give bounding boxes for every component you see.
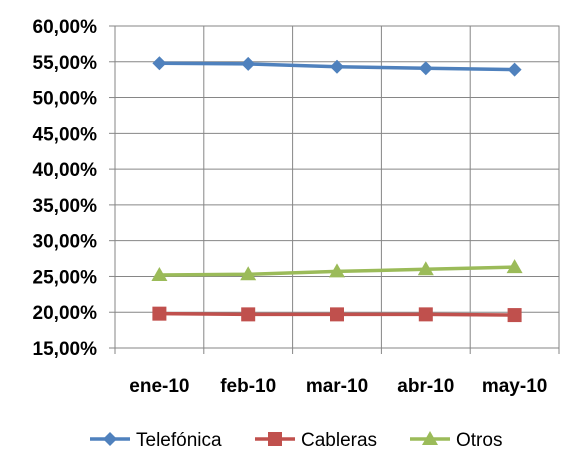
legend-label: Otros (456, 430, 502, 451)
legend-item-telefonica: Telefónica (90, 430, 222, 451)
y-tick-label: 40,00% (33, 160, 98, 181)
y-tick-label: 20,00% (33, 303, 98, 324)
data-point-telefonica (507, 62, 522, 77)
data-point-telefonica (152, 56, 167, 71)
y-tick-label: 50,00% (33, 89, 98, 110)
data-point-otros (240, 266, 257, 281)
x-axis: ene-10 feb-10 mar-10 abr-10 may-10 (114, 348, 560, 397)
series-cableras (152, 306, 522, 323)
plot-area (114, 25, 560, 349)
data-point-otros (329, 263, 345, 278)
series-telefonica (152, 56, 522, 77)
data-point-otros (417, 261, 434, 276)
y-tick-label: 55,00% (33, 53, 98, 74)
legend-item-otros: Otros (410, 430, 502, 451)
data-point-otros (506, 259, 523, 274)
legend-swatch-marker (103, 432, 117, 446)
x-tick-label: abr-10 (397, 376, 454, 397)
x-tick-label: feb-10 (220, 376, 276, 397)
x-tick-label: may-10 (482, 376, 548, 397)
data-point-cableras (507, 308, 522, 323)
x-tick-label: mar-10 (306, 376, 368, 397)
data-point-otros (151, 267, 168, 282)
data-point-cableras (418, 307, 433, 322)
data-point-telefonica (418, 61, 433, 76)
data-point-telefonica (330, 59, 344, 74)
data-point-cableras (330, 307, 344, 322)
y-tick-label: 35,00% (33, 196, 98, 217)
y-tick-label: 15,00% (33, 339, 98, 360)
legend-label: Telefónica (136, 430, 222, 451)
legend-label: Cableras (301, 430, 377, 451)
legend-item-cableras: Cableras (255, 430, 377, 451)
legend: Telefónica Cableras Otros (90, 430, 502, 451)
y-tick-label: 25,00% (33, 267, 98, 288)
data-point-cableras (241, 307, 256, 322)
legend-swatch-marker (268, 432, 282, 446)
series-otros (151, 259, 523, 282)
y-axis: 15,00% 20,00% 25,00% 30,00% 35,00% 40,00% 45,0… (33, 17, 115, 360)
y-tick-label: 30,00% (33, 232, 98, 253)
series-group (151, 56, 523, 323)
x-tick-label: ene-10 (129, 376, 189, 397)
legend-swatch-marker (422, 431, 438, 445)
data-point-cableras (152, 306, 167, 321)
grid (115, 25, 559, 349)
y-tick-label: 60,00% (33, 17, 98, 38)
data-point-telefonica (241, 56, 256, 71)
y-tick-label: 45,00% (33, 124, 98, 145)
